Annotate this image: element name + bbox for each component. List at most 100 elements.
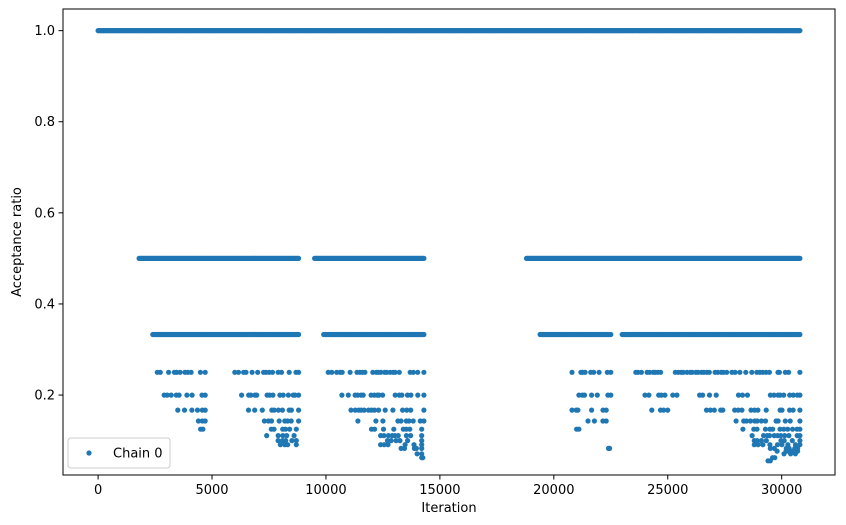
data-point xyxy=(576,426,582,432)
data-point xyxy=(789,438,795,444)
data-point xyxy=(287,426,293,432)
data-point xyxy=(408,433,414,439)
data-point xyxy=(589,407,595,413)
data-point xyxy=(184,392,190,398)
data-point xyxy=(754,418,760,424)
data-point xyxy=(419,426,425,432)
data-point xyxy=(400,407,406,413)
data-point xyxy=(419,442,425,448)
data-point xyxy=(703,407,710,413)
data-point xyxy=(347,369,353,375)
data-point xyxy=(700,392,706,398)
data-point xyxy=(385,433,391,439)
data-point xyxy=(797,255,803,261)
data-point xyxy=(760,442,766,448)
data-point xyxy=(797,433,803,439)
data-point xyxy=(259,407,265,413)
data-point xyxy=(415,392,421,398)
data-point xyxy=(774,442,781,448)
data-point xyxy=(283,438,289,444)
data-point xyxy=(724,369,730,375)
data-point xyxy=(189,407,195,413)
data-point xyxy=(372,426,378,432)
point-band-2 xyxy=(150,331,803,338)
data-point xyxy=(252,407,258,413)
data-point xyxy=(381,442,387,448)
data-point xyxy=(360,392,366,398)
data-point xyxy=(419,438,425,444)
data-point xyxy=(275,433,281,439)
data-point xyxy=(413,445,419,451)
data-point xyxy=(646,392,652,398)
data-point xyxy=(589,392,595,398)
data-point xyxy=(762,426,769,432)
data-point xyxy=(288,407,294,413)
legend: Chain 0 xyxy=(67,437,171,469)
point-band-12 xyxy=(774,448,801,454)
data-point xyxy=(280,433,286,439)
data-point xyxy=(293,442,299,448)
legend-marker-chain-0 xyxy=(86,450,92,456)
data-point xyxy=(197,369,203,375)
data-point xyxy=(797,442,803,448)
data-point xyxy=(596,369,602,375)
data-point xyxy=(388,438,394,444)
data-point xyxy=(755,407,761,413)
data-point xyxy=(761,433,767,439)
data-point xyxy=(771,392,777,398)
data-point xyxy=(706,392,713,398)
data-point xyxy=(378,442,384,448)
data-point xyxy=(408,407,414,413)
data-point xyxy=(415,369,421,375)
data-point xyxy=(772,455,778,461)
data-point xyxy=(392,369,398,375)
data-point xyxy=(797,369,803,375)
data-point xyxy=(408,392,414,398)
data-point xyxy=(781,392,787,398)
data-point xyxy=(278,369,285,375)
data-point xyxy=(767,392,774,398)
data-point xyxy=(282,426,289,432)
data-point xyxy=(296,407,302,413)
y-tick-label: 0.2 xyxy=(34,389,55,404)
data-point xyxy=(662,392,668,398)
data-point xyxy=(787,392,793,398)
y-axis-label: Acceptance ratio xyxy=(10,187,25,297)
data-point xyxy=(749,433,755,439)
data-point xyxy=(792,451,799,457)
data-point xyxy=(707,407,714,413)
data-point xyxy=(763,407,769,413)
data-point xyxy=(779,407,785,413)
data-point xyxy=(674,392,680,398)
data-point xyxy=(362,369,368,375)
data-point xyxy=(410,418,416,424)
data-point xyxy=(268,418,275,424)
data-point xyxy=(399,392,405,398)
data-point xyxy=(782,418,788,424)
data-point xyxy=(713,392,719,398)
data-point xyxy=(603,418,609,424)
point-band-4 xyxy=(161,392,803,398)
data-point xyxy=(376,392,382,398)
point-band-15 xyxy=(765,458,773,464)
data-point xyxy=(720,407,726,413)
data-point xyxy=(767,445,773,451)
data-point xyxy=(279,407,285,413)
point-band-8 xyxy=(264,433,803,439)
data-point xyxy=(345,392,351,398)
data-point xyxy=(391,426,397,432)
data-point xyxy=(733,418,739,424)
data-point xyxy=(390,407,396,413)
data-point xyxy=(797,392,803,398)
data-point xyxy=(417,418,423,424)
data-point xyxy=(355,418,361,424)
x-tick-label: 15000 xyxy=(419,483,460,498)
y-tick-label: 0.4 xyxy=(34,297,55,312)
data-point xyxy=(384,438,391,444)
data-point xyxy=(775,418,781,424)
data-point xyxy=(767,458,773,464)
data-point xyxy=(176,392,182,398)
data-point xyxy=(797,331,803,338)
data-point xyxy=(164,392,170,398)
data-point xyxy=(348,407,354,413)
